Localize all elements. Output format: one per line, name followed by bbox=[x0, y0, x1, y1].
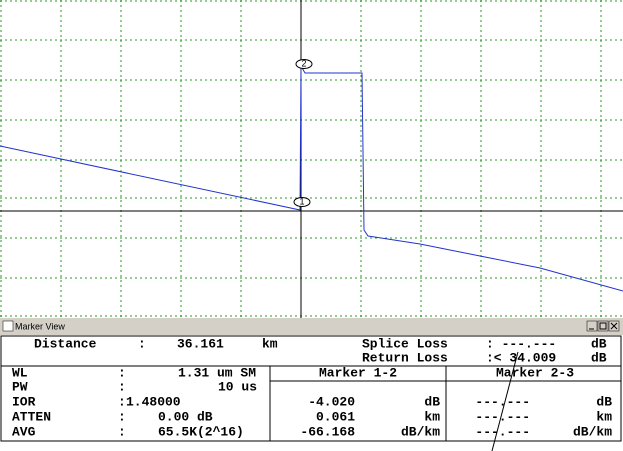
pointer-line bbox=[491, 351, 519, 451]
window-icon bbox=[2, 320, 14, 332]
unit: km bbox=[424, 409, 440, 424]
sep: : bbox=[118, 424, 126, 439]
label: IOR bbox=[12, 394, 36, 409]
marker-2[interactable] bbox=[295, 59, 313, 69]
value: ---.--- bbox=[475, 394, 530, 409]
label: Distance bbox=[34, 336, 97, 351]
value: 1.31 um SM bbox=[178, 365, 256, 380]
value: :< 34.009 bbox=[486, 350, 556, 365]
label: PW bbox=[12, 379, 28, 394]
value: -66.168 bbox=[300, 424, 355, 439]
unit: km bbox=[262, 336, 278, 351]
sep: : bbox=[118, 379, 126, 394]
value: ---.--- bbox=[475, 409, 530, 424]
marker-label: 1 bbox=[299, 196, 304, 206]
unit: dB/km bbox=[573, 424, 612, 439]
trace-plot: 2 1 bbox=[0, 0, 623, 318]
marker-label: 2 bbox=[301, 58, 306, 68]
icon bbox=[599, 322, 607, 330]
value: 65.5K(2^16) bbox=[158, 424, 244, 439]
unit: dB bbox=[591, 336, 607, 351]
title-bar bbox=[0, 318, 623, 335]
value: : ---.--- bbox=[486, 336, 556, 351]
value: 36.161 bbox=[177, 336, 224, 351]
sep: : bbox=[118, 394, 126, 409]
unit: dB bbox=[424, 394, 440, 409]
value: 0.061 bbox=[316, 409, 355, 424]
label: AVG bbox=[12, 424, 36, 439]
label: Return Loss bbox=[362, 350, 448, 365]
unit: dB bbox=[596, 394, 612, 409]
value: ---.--- bbox=[475, 424, 530, 439]
label: Splice Loss bbox=[362, 336, 448, 351]
label: WL bbox=[12, 365, 28, 380]
value: 0.00 dB bbox=[158, 409, 213, 424]
plot-area bbox=[0, 0, 623, 318]
marker-view-window: Marker View Distance : 36.161 km Splice … bbox=[0, 318, 623, 451]
column-header: Marker 1-2 bbox=[319, 365, 397, 380]
label: ATTEN bbox=[12, 409, 51, 424]
minimize-button[interactable] bbox=[586, 320, 598, 332]
settings: WL: 1.31 um SM PW: 10 us IOR:1.48000 ATTEN: 0.… bbox=[12, 365, 612, 439]
unit: km bbox=[596, 409, 612, 424]
grid bbox=[0, 0, 623, 318]
value: 1.48000 bbox=[126, 394, 181, 409]
maximize-button[interactable] bbox=[597, 320, 609, 332]
value: -4.020 bbox=[308, 394, 355, 409]
sep: : bbox=[138, 336, 146, 351]
sep: : bbox=[118, 409, 126, 424]
marker-1[interactable] bbox=[293, 197, 311, 207]
icon bbox=[610, 322, 618, 330]
window-title: Marker View bbox=[15, 321, 65, 331]
unit: dB bbox=[591, 350, 607, 365]
unit: dB/km bbox=[401, 424, 440, 439]
column-header: Marker 2-3 bbox=[496, 365, 574, 380]
value: 10 us bbox=[218, 379, 257, 394]
sep: : bbox=[118, 365, 126, 380]
trace bbox=[0, 64, 623, 292]
